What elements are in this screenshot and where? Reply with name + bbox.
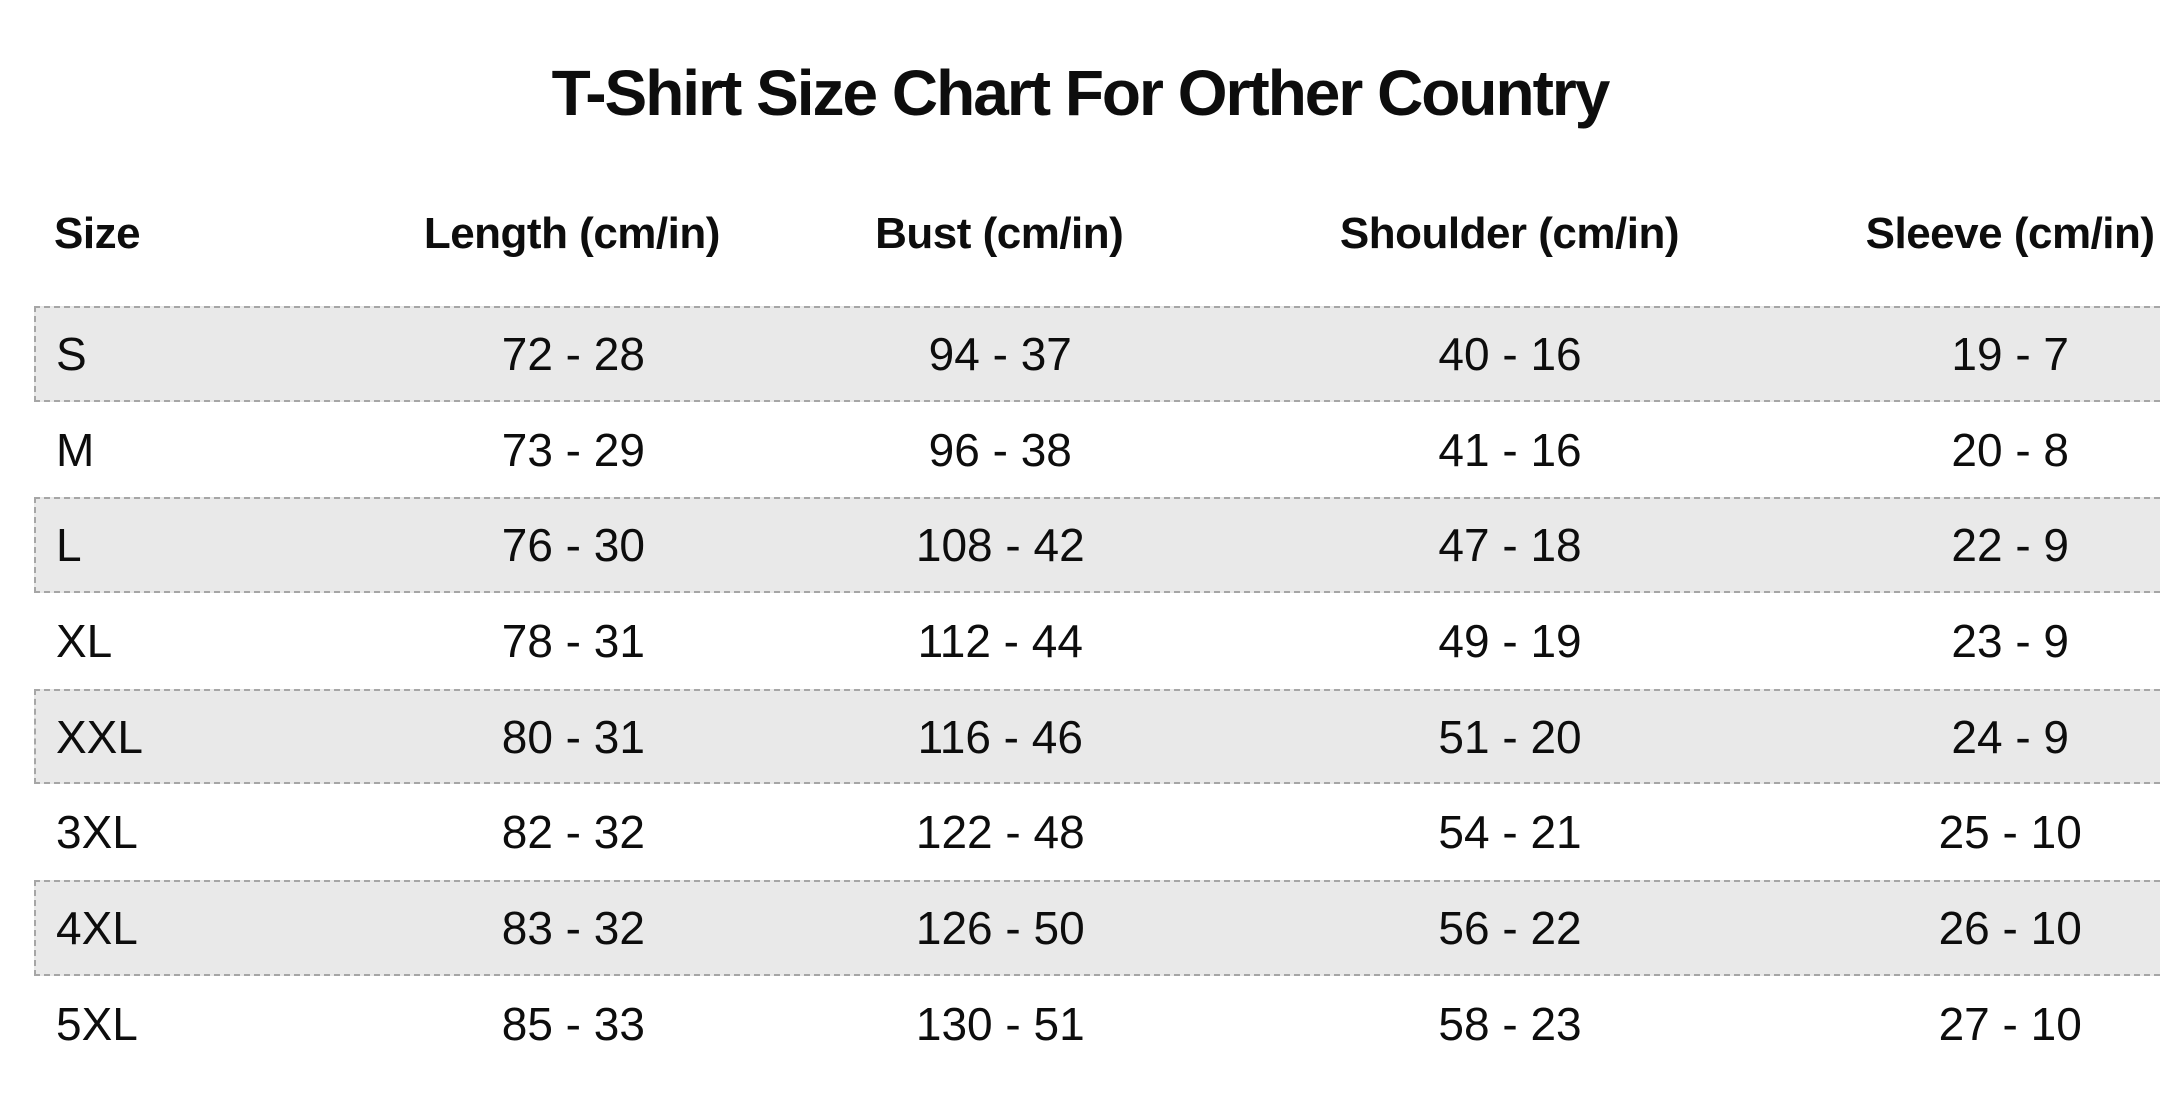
cell-size: XXL bbox=[56, 710, 143, 763]
cell-sleeve: 23 - 9 bbox=[1951, 614, 2070, 667]
cell-length: 82 - 32 bbox=[501, 806, 645, 859]
cell-shoulder: 40 - 16 bbox=[1438, 327, 1582, 380]
cell-sleeve: 25 - 10 bbox=[1938, 806, 2082, 859]
cell-sleeve: 27 - 10 bbox=[1938, 997, 2082, 1050]
cell-length: 72 - 28 bbox=[501, 327, 645, 380]
cell-sleeve: 26 - 10 bbox=[1938, 901, 2082, 954]
cell-length: 85 - 33 bbox=[501, 997, 645, 1050]
cell-size: 4XL bbox=[56, 901, 138, 954]
cell-shoulder: 51 - 20 bbox=[1438, 710, 1582, 763]
cell-shoulder: 49 - 19 bbox=[1438, 614, 1582, 667]
cell-bust: 94 - 37 bbox=[928, 327, 1072, 380]
table-row: 4XL 83 - 32 126 - 50 56 - 22 26 - 10 bbox=[34, 880, 2160, 976]
header-cell-sleeve: Sleeve (cm/in) bbox=[1865, 209, 2155, 258]
table-row: XL 78 - 31 112 - 44 49 - 19 23 - 9 bbox=[34, 593, 2160, 689]
cell-size: XL bbox=[56, 614, 113, 667]
size-chart-table: Size Length (cm/in) Bust (cm/in) Shoulde… bbox=[34, 178, 2160, 1072]
header-cell-size: Size bbox=[54, 209, 141, 258]
cell-sleeve: 20 - 8 bbox=[1951, 423, 2070, 476]
cell-length: 80 - 31 bbox=[501, 710, 645, 763]
header-cell-bust: Bust (cm/in) bbox=[875, 209, 1124, 258]
cell-bust: 122 - 48 bbox=[915, 806, 1085, 859]
table-row: M 73 - 29 96 - 38 41 - 16 20 - 8 bbox=[34, 402, 2160, 498]
cell-sleeve: 22 - 9 bbox=[1951, 519, 2070, 572]
cell-sleeve: 24 - 9 bbox=[1951, 710, 2070, 763]
table-row: S 72 - 28 94 - 37 40 - 16 19 - 7 bbox=[34, 306, 2160, 402]
table-row: L 76 - 30 108 - 42 47 - 18 22 - 9 bbox=[34, 497, 2160, 594]
cell-size: L bbox=[56, 519, 82, 572]
header-cell-shoulder: Shoulder (cm/in) bbox=[1339, 209, 1680, 258]
table-header-row: Size Length (cm/in) Bust (cm/in) Shoulde… bbox=[34, 178, 2160, 290]
cell-size: 5XL bbox=[56, 997, 138, 1050]
page-title: T-Shirt Size Chart For Orther Country bbox=[551, 57, 1611, 129]
table-body: S 72 - 28 94 - 37 40 - 16 19 - 7 M 73 - 29 96 -… bbox=[34, 306, 2160, 1072]
cell-size: M bbox=[56, 423, 95, 476]
cell-shoulder: 58 - 23 bbox=[1438, 997, 1582, 1050]
cell-length: 76 - 30 bbox=[501, 519, 645, 572]
cell-length: 83 - 32 bbox=[501, 901, 645, 954]
header-cell-length: Length (cm/in) bbox=[423, 209, 721, 258]
cell-bust: 96 - 38 bbox=[928, 423, 1072, 476]
cell-sleeve: 19 - 7 bbox=[1951, 327, 2070, 380]
table-row: 5XL 85 - 33 130 - 51 58 - 23 27 - 10 bbox=[34, 976, 2160, 1072]
cell-bust: 108 - 42 bbox=[915, 519, 1085, 572]
cell-size: S bbox=[56, 327, 87, 380]
cell-length: 73 - 29 bbox=[501, 423, 645, 476]
table-row: 3XL 82 - 32 122 - 48 54 - 21 25 - 10 bbox=[34, 784, 2160, 880]
cell-shoulder: 56 - 22 bbox=[1438, 901, 1582, 954]
cell-bust: 116 - 46 bbox=[917, 710, 1083, 763]
cell-length: 78 - 31 bbox=[501, 614, 645, 667]
cell-shoulder: 54 - 21 bbox=[1438, 806, 1582, 859]
table-row: XXL 80 - 31 116 - 46 51 - 20 24 - 9 bbox=[34, 688, 2160, 785]
cell-size: 3XL bbox=[56, 806, 138, 859]
cell-shoulder: 41 - 16 bbox=[1438, 423, 1582, 476]
cell-bust: 126 - 50 bbox=[915, 901, 1085, 954]
cell-bust: 130 - 51 bbox=[915, 997, 1085, 1050]
cell-shoulder: 47 - 18 bbox=[1438, 519, 1582, 572]
cell-bust: 112 - 44 bbox=[917, 614, 1083, 667]
